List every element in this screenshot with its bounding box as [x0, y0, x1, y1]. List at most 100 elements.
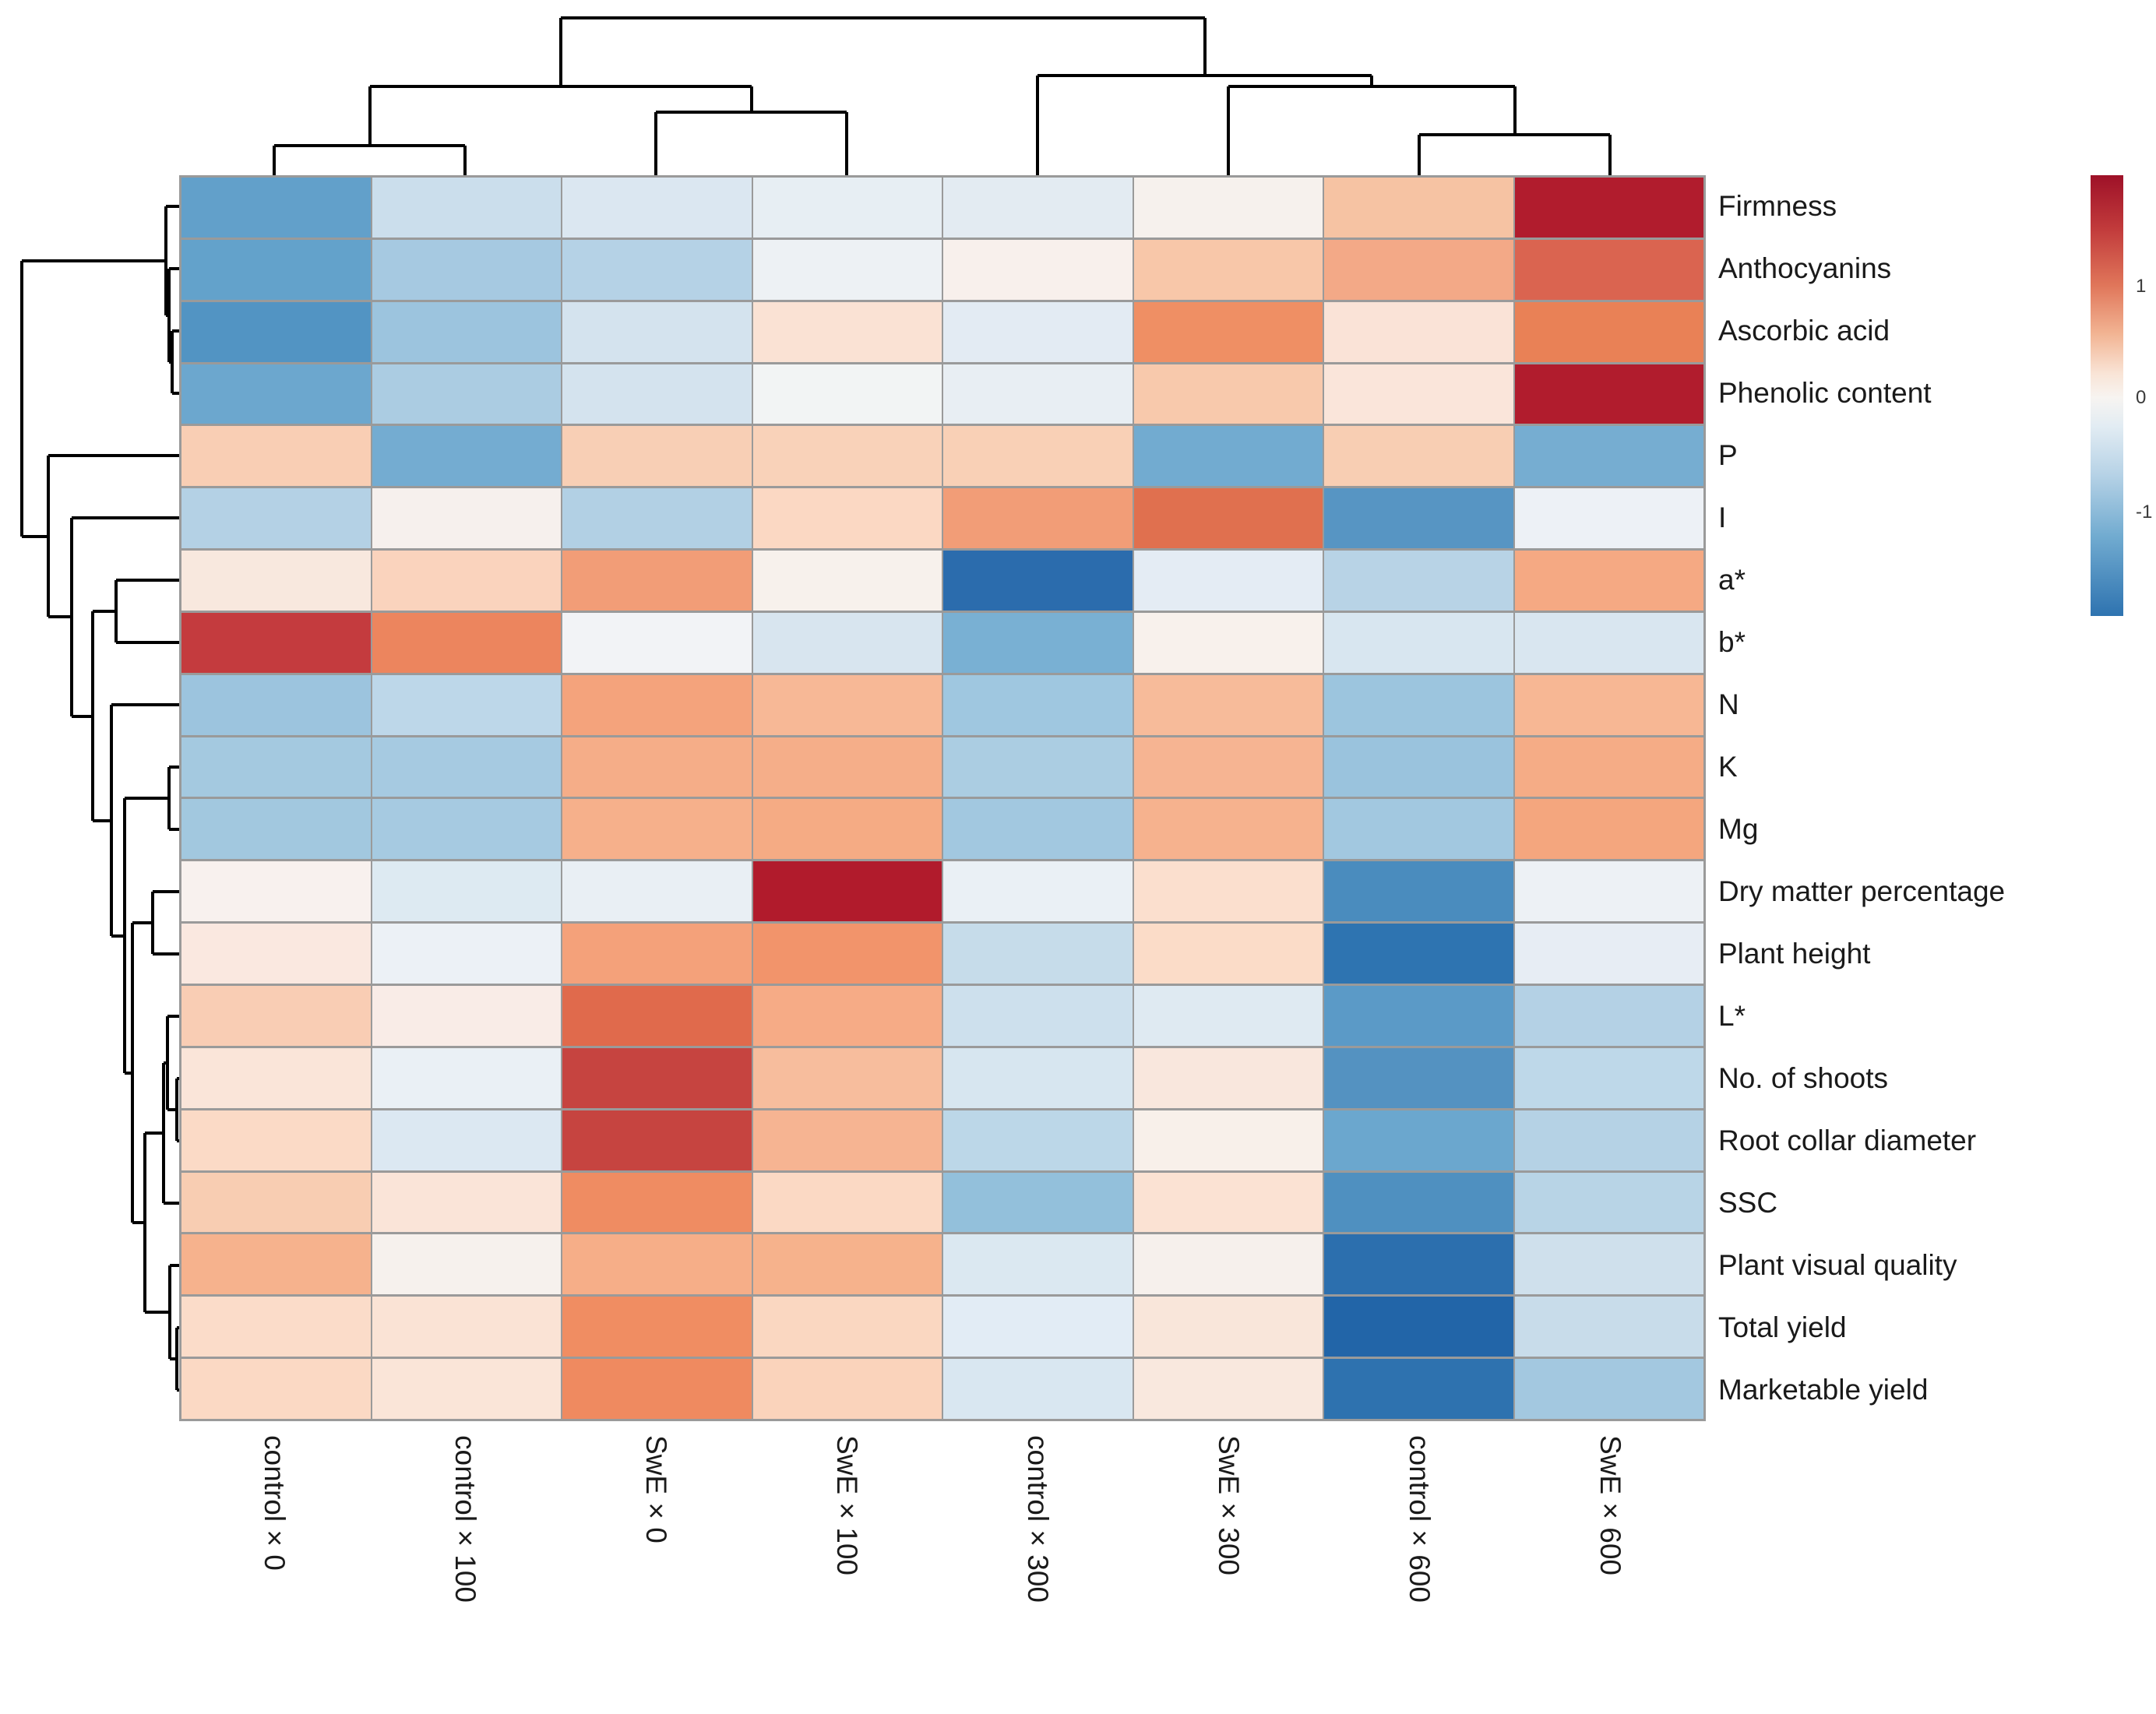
row-label: SSC	[1718, 1187, 1778, 1219]
heatmap-cell-r8-c1	[181, 612, 371, 673]
heatmap-cell-r14-c4	[752, 986, 942, 1046]
heatmap-cell-r7-c5	[943, 551, 1133, 611]
heatmap-cell-r7-c6	[1133, 551, 1323, 611]
legend-tick-label: 0	[2136, 386, 2147, 408]
heatmap-cell-r6-c2	[372, 488, 561, 549]
heatmap-cell-r13-c5	[943, 924, 1133, 984]
heatmap-cell-r16-c6	[1133, 1110, 1323, 1170]
heatmap-cell-r10-c7	[1324, 737, 1513, 797]
heatmap-cell-r7-c7	[1324, 551, 1513, 611]
heatmap-cell-r14-c6	[1133, 986, 1323, 1046]
heatmap-cell-r12-c1	[181, 861, 371, 922]
heatmap-cell-r18-c2	[372, 1234, 561, 1295]
heatmap-cell-r18-c3	[562, 1234, 752, 1295]
row-label: b*	[1718, 626, 1746, 658]
heatmap-cell-r2-c8	[1514, 239, 1703, 300]
heatmap-cell-r17-c3	[562, 1172, 752, 1233]
heatmap-cell-r4-c3	[562, 364, 752, 424]
heatmap-cell-r3-c7	[1324, 301, 1513, 362]
heatmap-cell-r5-c4	[752, 426, 942, 487]
heatmap-cell-r19-c3	[562, 1297, 752, 1357]
heatmap-cell-r3-c4	[752, 301, 942, 362]
heatmap-cell-r18-c4	[752, 1234, 942, 1295]
heatmap-cell-r15-c1	[181, 1047, 371, 1108]
column-label: SwE × 300	[1213, 1435, 1245, 1575]
heatmap-cell-r17-c4	[752, 1172, 942, 1233]
heatmap-cell-r15-c6	[1133, 1047, 1323, 1108]
row-label: Phenolic content	[1718, 377, 1932, 409]
heatmap-cell-r20-c1	[181, 1359, 371, 1419]
heatmap-cell-r11-c3	[562, 799, 752, 860]
heatmap-cell-r2-c3	[562, 239, 752, 300]
heatmap-cell-r8-c8	[1514, 612, 1703, 673]
heatmap-cell-r5-c1	[181, 426, 371, 487]
row-label: Ascorbic acid	[1718, 315, 1890, 347]
heatmap-cell-r20-c2	[372, 1359, 561, 1419]
heatmap-cell-r5-c5	[943, 426, 1133, 487]
heatmap-cell-r10-c5	[943, 737, 1133, 797]
heatmap-cell-r11-c2	[372, 799, 561, 860]
heatmap-cell-r17-c7	[1324, 1172, 1513, 1233]
heatmap-cell-r9-c2	[372, 674, 561, 735]
heatmap-cell-r12-c7	[1324, 861, 1513, 922]
heatmap-cell-r20-c6	[1133, 1359, 1323, 1419]
heatmap-cell-r12-c8	[1514, 861, 1703, 922]
heatmap-cell-r14-c8	[1514, 986, 1703, 1046]
heatmap-cell-r16-c2	[372, 1110, 561, 1170]
heatmap-cell-r16-c1	[181, 1110, 371, 1170]
heatmap-cell-r10-c2	[372, 737, 561, 797]
heatmap-cell-r4-c5	[943, 364, 1133, 424]
column-label: control × 300	[1022, 1435, 1054, 1603]
heatmap-cell-r11-c8	[1514, 799, 1703, 860]
heatmap-cell-r5-c2	[372, 426, 561, 487]
heatmap-cell-r9-c8	[1514, 674, 1703, 735]
heatmap-cell-r7-c2	[372, 551, 561, 611]
heatmap-cell-r3-c1	[181, 301, 371, 362]
heatmap-cell-r13-c7	[1324, 924, 1513, 984]
heatmap-cell-r7-c4	[752, 551, 942, 611]
column-label: control × 0	[259, 1435, 291, 1571]
row-label: Plant visual quality	[1718, 1249, 1957, 1281]
heatmap-cell-r6-c5	[943, 488, 1133, 549]
heatmap-cell-r13-c8	[1514, 924, 1703, 984]
row-dendrogram	[20, 205, 179, 1392]
heatmap-cell-r11-c7	[1324, 799, 1513, 860]
heatmap-cell-r2-c6	[1133, 239, 1323, 300]
row-label: Marketable yield	[1718, 1374, 1929, 1406]
row-label: P	[1718, 439, 1738, 471]
row-label: N	[1718, 688, 1739, 720]
heatmap-cell-r16-c3	[562, 1110, 752, 1170]
heatmap-cell-r19-c7	[1324, 1297, 1513, 1357]
heatmap-cell-r18-c1	[181, 1234, 371, 1295]
heatmap-cell-r12-c3	[562, 861, 752, 922]
row-label: No. of shoots	[1718, 1062, 1889, 1094]
heatmap-cell-r13-c6	[1133, 924, 1323, 984]
heatmap-cell-r4-c7	[1324, 364, 1513, 424]
heatmap-cell-r3-c5	[943, 301, 1133, 362]
column-label: SwE × 0	[640, 1435, 672, 1543]
heatmap-cell-r13-c3	[562, 924, 752, 984]
heatmap-cell-r1-c4	[752, 178, 942, 238]
legend-tick-label: -1	[2136, 501, 2153, 523]
heatmap-cell-r14-c3	[562, 986, 752, 1046]
heatmap-cell-r1-c6	[1133, 178, 1323, 238]
heatmap-cell-r12-c2	[372, 861, 561, 922]
heatmap-cell-r4-c2	[372, 364, 561, 424]
row-label: I	[1718, 502, 1727, 533]
heatmap-cell-r14-c7	[1324, 986, 1513, 1046]
row-label: a*	[1718, 564, 1746, 596]
heatmap-cell-r6-c1	[181, 488, 371, 549]
heatmap-cell-r18-c7	[1324, 1234, 1513, 1295]
heatmap-cell-r2-c5	[943, 239, 1133, 300]
heatmap-cell-r15-c7	[1324, 1047, 1513, 1108]
heatmap-cell-r20-c5	[943, 1359, 1133, 1419]
row-label: K	[1718, 751, 1738, 783]
heatmap-cell-r4-c6	[1133, 364, 1323, 424]
heatmap-cell-r15-c4	[752, 1047, 942, 1108]
heatmap-cell-r19-c8	[1514, 1297, 1703, 1357]
heatmap-cell-r1-c2	[372, 178, 561, 238]
heatmap-cell-r13-c1	[181, 924, 371, 984]
heatmap-cell-r7-c1	[181, 551, 371, 611]
heatmap-cell-r14-c2	[372, 986, 561, 1046]
